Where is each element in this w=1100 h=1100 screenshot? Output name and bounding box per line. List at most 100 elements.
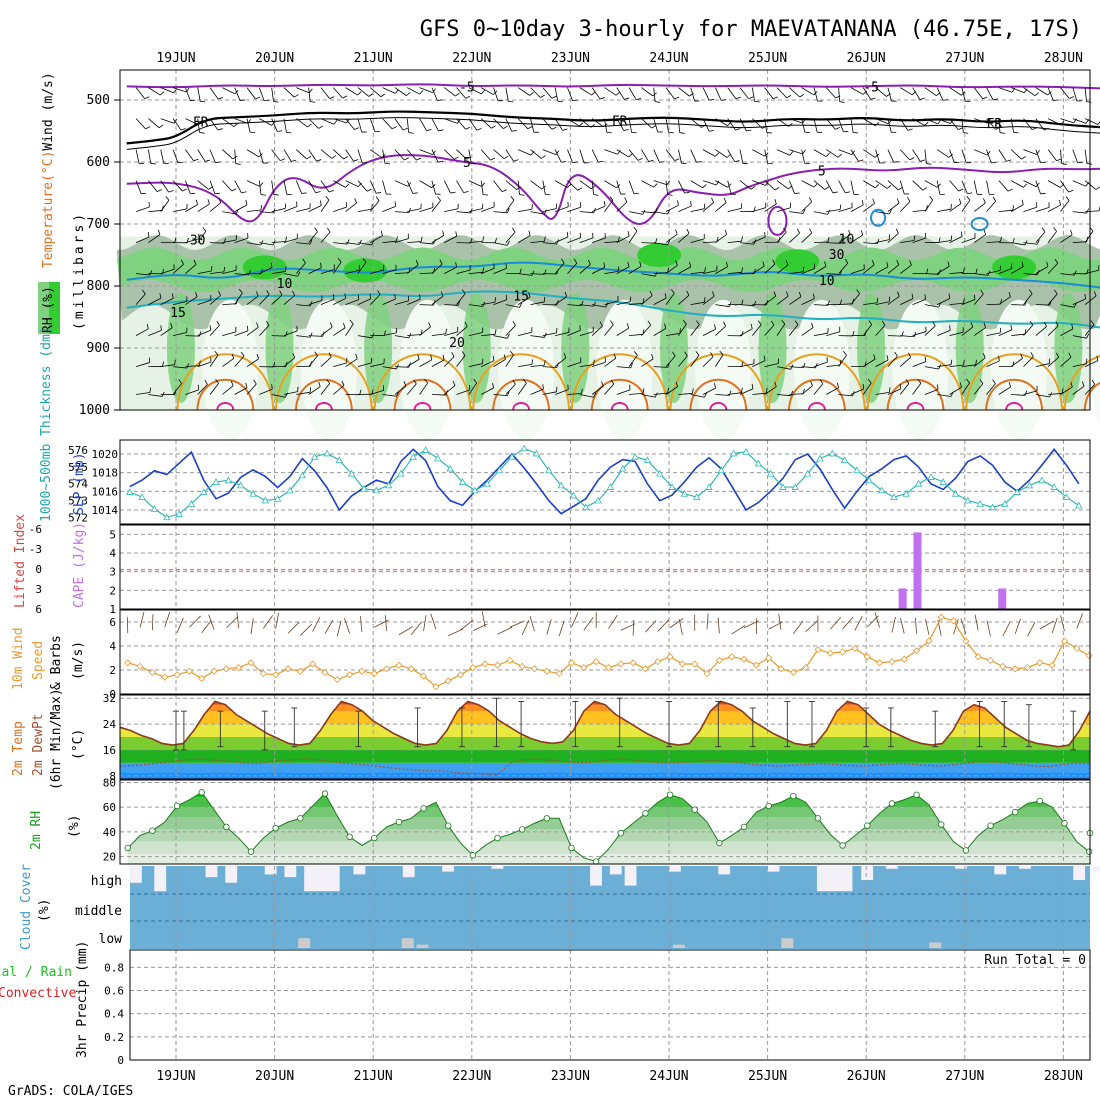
thickness-tick: 573 bbox=[68, 494, 88, 507]
wind-barb bbox=[1011, 87, 1025, 94]
wind-barb-flag bbox=[1061, 163, 1067, 165]
slp-tick: 1016 bbox=[92, 485, 119, 498]
wind-barb bbox=[456, 211, 471, 214]
wind-barb-flag bbox=[320, 262, 322, 268]
wind-barb-flag bbox=[426, 129, 432, 132]
wind-barb-flag bbox=[909, 260, 912, 266]
rh-marker bbox=[149, 827, 156, 834]
wind-barb bbox=[160, 87, 174, 94]
wind-barb bbox=[678, 233, 690, 243]
wind-barb bbox=[629, 392, 644, 395]
rh-plume-light bbox=[695, 299, 752, 440]
wind-barb-flag bbox=[260, 204, 263, 211]
wind-barb bbox=[468, 304, 483, 307]
wind-barb bbox=[369, 180, 377, 194]
wind-barb-flag bbox=[715, 152, 720, 157]
wind-barb bbox=[345, 323, 354, 336]
wind-barb bbox=[986, 270, 1001, 274]
wind-barb bbox=[209, 354, 219, 367]
wind-barb-flag bbox=[455, 231, 458, 237]
wind-barb bbox=[702, 328, 716, 336]
wind-barb bbox=[690, 149, 697, 163]
wind-barb bbox=[505, 231, 516, 243]
wind-barb-flag bbox=[394, 293, 396, 300]
thickness-marker bbox=[791, 483, 799, 490]
wind-barb bbox=[567, 206, 581, 212]
wind-barb-flag bbox=[1007, 188, 1013, 192]
wind-barb bbox=[148, 149, 152, 164]
wind-barb bbox=[1010, 149, 1022, 160]
wind-barb-flag bbox=[461, 351, 466, 356]
wind-barb bbox=[136, 392, 151, 395]
wind-barb-flag bbox=[835, 127, 840, 130]
wind-barb bbox=[197, 329, 211, 336]
wind-barb bbox=[185, 87, 191, 101]
rh-ylabel-2: (%) bbox=[67, 815, 82, 838]
wind-barb bbox=[998, 87, 1013, 93]
contour-30 bbox=[413, 402, 432, 411]
thickness-marker bbox=[656, 469, 664, 477]
wind-barb bbox=[752, 207, 766, 212]
wind-barb-flag bbox=[277, 130, 283, 132]
barb-10m bbox=[717, 617, 720, 634]
wind-barb-flag bbox=[482, 236, 485, 242]
wind-barb-flag bbox=[601, 381, 604, 387]
wind-barb bbox=[555, 389, 569, 395]
barb-10m bbox=[164, 611, 171, 628]
wind-barb bbox=[1023, 180, 1037, 187]
wind-barb bbox=[1084, 118, 1098, 125]
precip-label-total: Total / Rain bbox=[0, 965, 72, 980]
wind-barb bbox=[665, 355, 676, 367]
wind-speed-marker bbox=[913, 647, 921, 655]
wind-barb-flag bbox=[748, 96, 754, 100]
wind-barb-flag bbox=[482, 267, 485, 273]
wind-barb bbox=[924, 149, 927, 164]
wind-barb bbox=[591, 205, 606, 212]
thickness-marker bbox=[742, 447, 750, 455]
wind-barb-flag bbox=[704, 267, 706, 273]
wind-barb-flag bbox=[677, 200, 679, 206]
wind-barb-flag bbox=[675, 381, 679, 387]
wind-speed-marker bbox=[210, 667, 218, 675]
wind-barb bbox=[394, 366, 409, 368]
wind-barb bbox=[678, 393, 693, 395]
ytick-label: 600 bbox=[87, 155, 110, 170]
wind-barb bbox=[456, 149, 467, 160]
wind-barb bbox=[234, 355, 245, 367]
wind-barb bbox=[271, 271, 286, 274]
wind-barb bbox=[406, 149, 417, 161]
wind-barb bbox=[209, 149, 216, 163]
wind-barb-flag bbox=[651, 353, 654, 359]
wind-barb bbox=[370, 363, 385, 367]
barb-10m bbox=[778, 613, 782, 630]
wind-speed-marker bbox=[296, 667, 304, 675]
wind-barb bbox=[678, 87, 690, 97]
wind-barb-flag bbox=[349, 319, 354, 325]
wind-barb-flag bbox=[710, 352, 714, 357]
bottom-date-labels: 19JUN 20JUN 21JUN 22JUN 23JUN 24JUN 25JUN 26JUN… bbox=[156, 1069, 1083, 1084]
wind-barb bbox=[505, 199, 515, 212]
wind-barb-flag bbox=[648, 159, 654, 162]
bottom-date-20JUN: 20JUN bbox=[255, 1069, 294, 1084]
wind-barb bbox=[135, 180, 142, 194]
wind-barb bbox=[567, 149, 574, 163]
high-cloud-gap bbox=[861, 866, 874, 880]
wind-barb-flag bbox=[415, 260, 419, 265]
wind-barb-flag bbox=[967, 192, 973, 194]
wind-barb bbox=[949, 331, 964, 336]
wind-barb-flag bbox=[506, 333, 510, 339]
wind-barb-flag bbox=[917, 379, 922, 384]
wind-barb-flag bbox=[238, 288, 243, 294]
wind-speed-marker bbox=[1048, 661, 1056, 669]
wind-barb-flag bbox=[170, 322, 173, 328]
wind-barb bbox=[419, 382, 428, 395]
wind-barb bbox=[986, 332, 1001, 336]
high-cloud-gap bbox=[590, 866, 602, 886]
wind-barb bbox=[616, 235, 630, 243]
wind-barb bbox=[665, 386, 678, 395]
wind-speed-marker bbox=[1023, 664, 1032, 672]
wind-barb-flag bbox=[209, 325, 212, 331]
